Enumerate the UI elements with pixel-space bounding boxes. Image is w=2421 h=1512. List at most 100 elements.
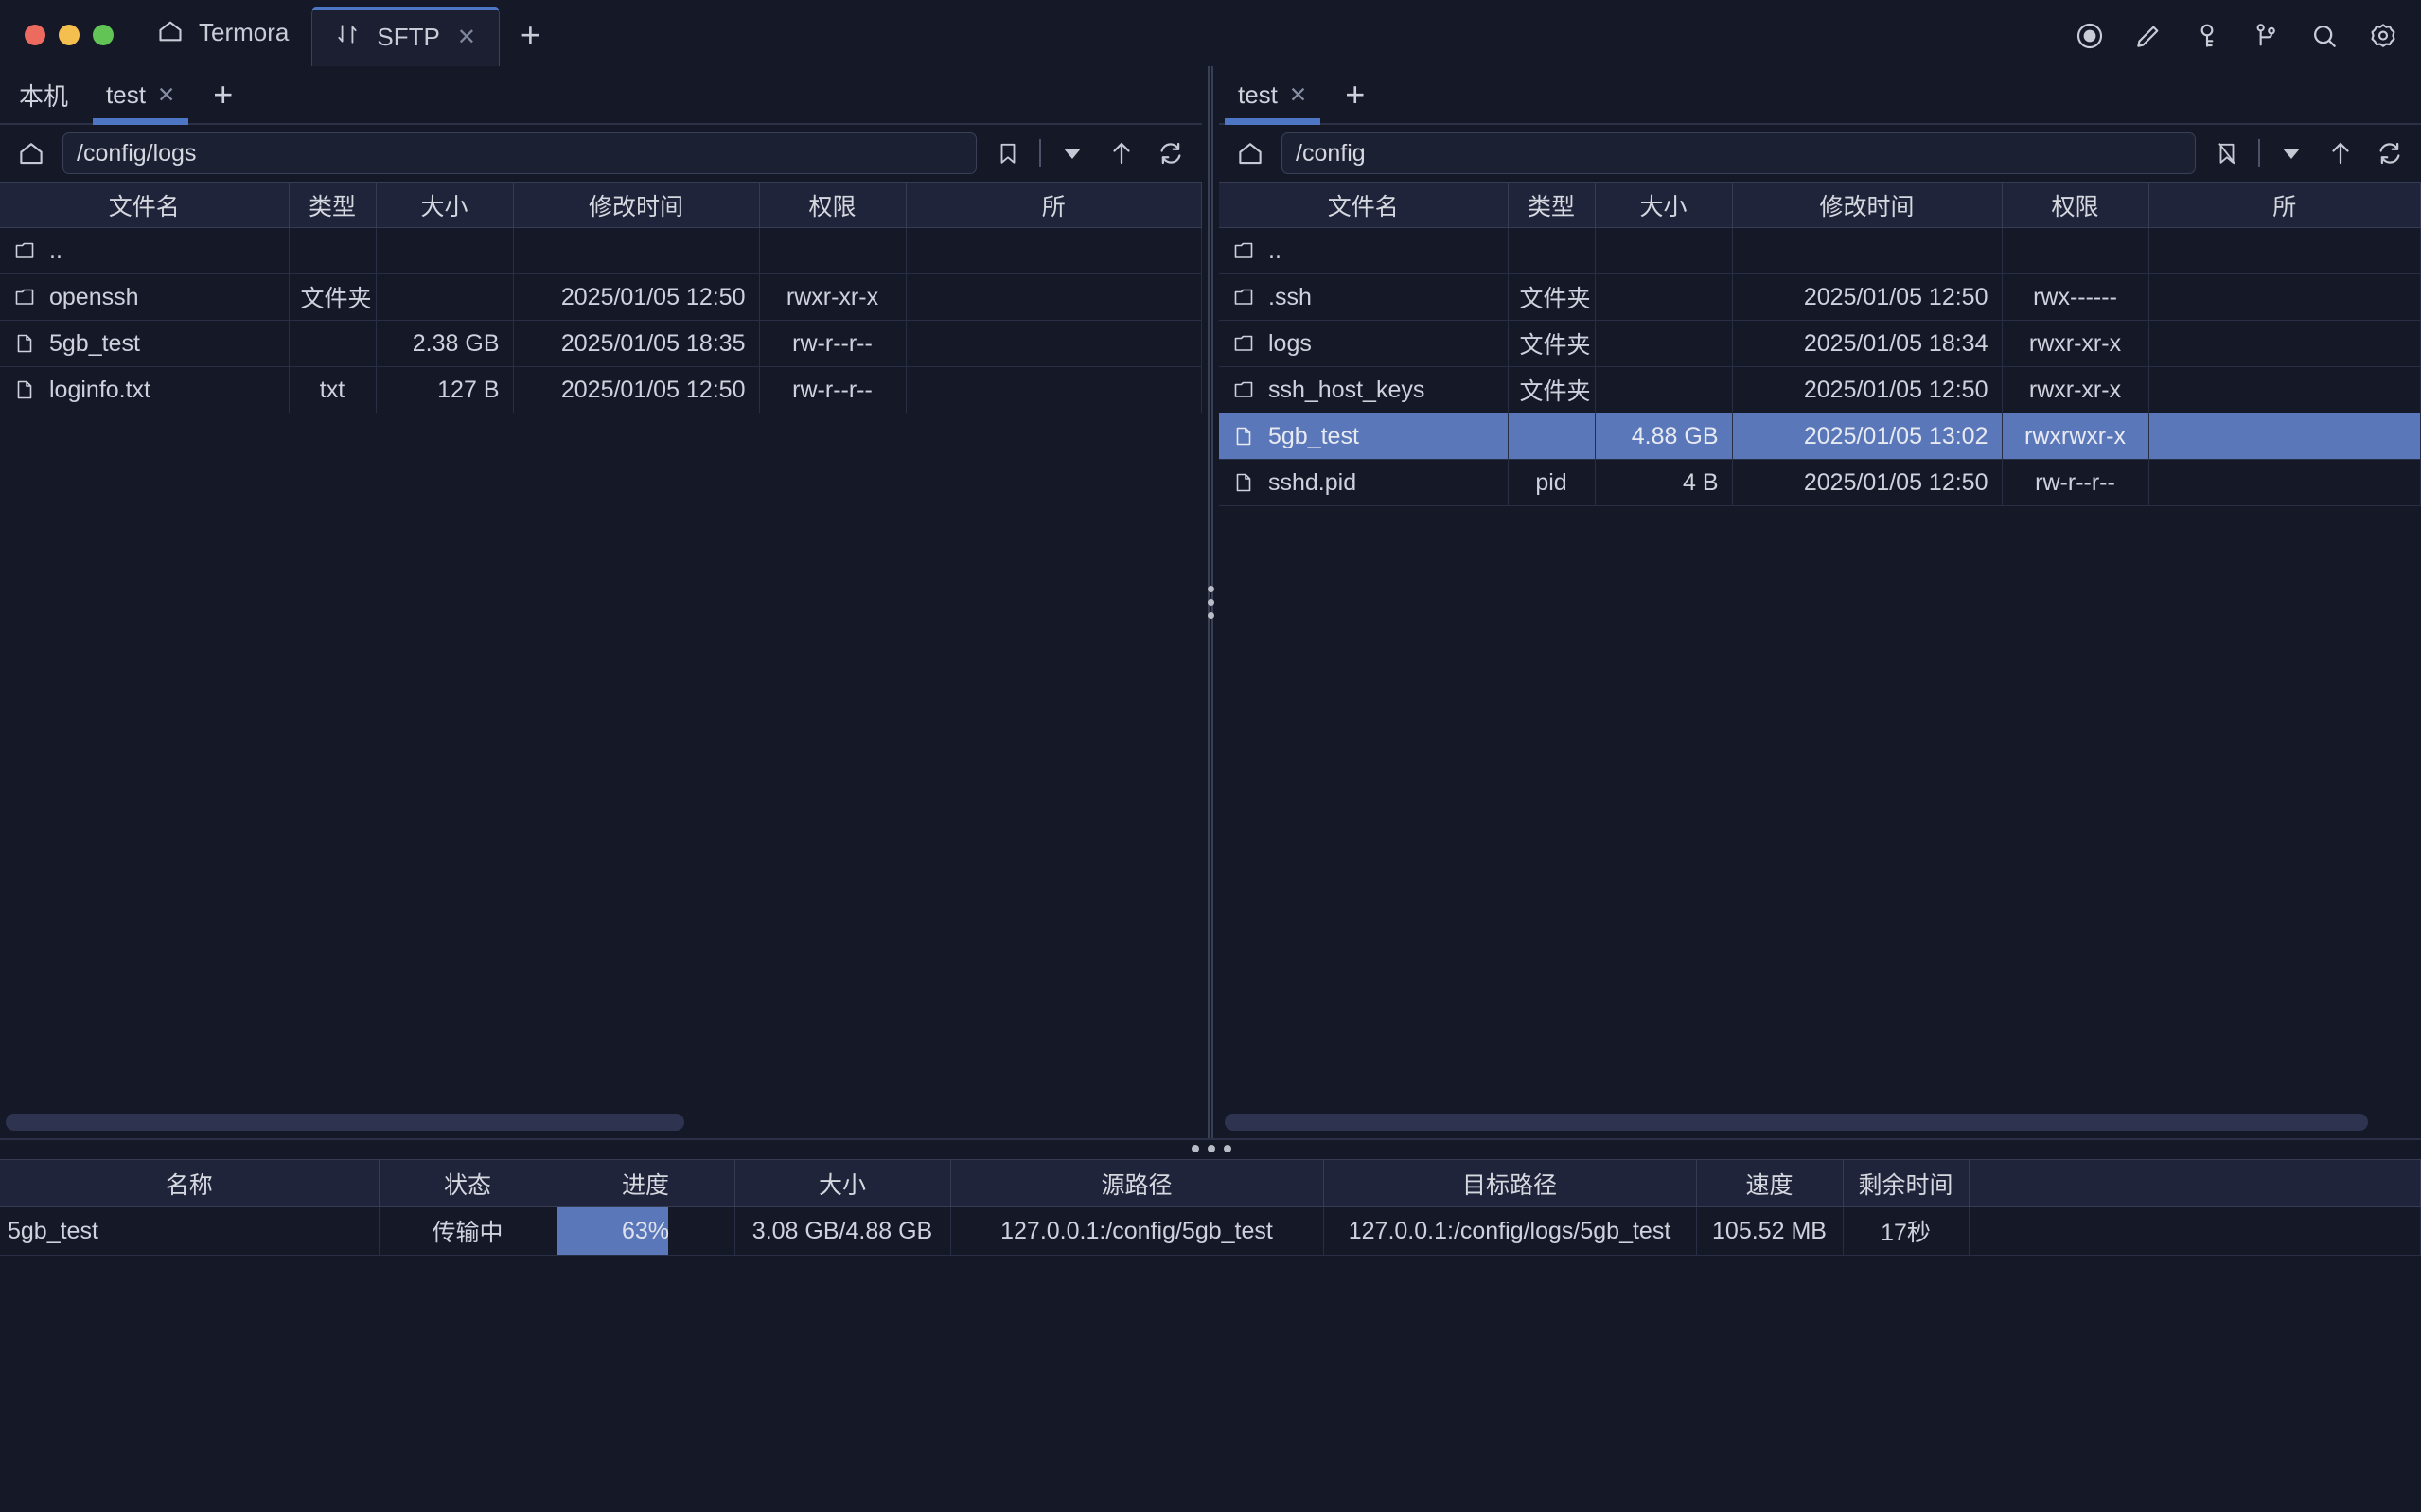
column-header-permissions[interactable]: 权限 [759, 182, 907, 228]
cell-filename[interactable]: .ssh [1219, 273, 1509, 321]
right-table-header-row: 文件名 类型 大小 修改时间 权限 所 [1219, 182, 2421, 228]
cell-filename[interactable]: .. [0, 227, 290, 274]
cell-filename[interactable]: ssh_host_keys [1219, 366, 1509, 413]
filename-label: 5gb_test [1268, 422, 1359, 449]
cell-owner [2148, 413, 2421, 460]
cell-modified [1732, 227, 2003, 274]
table-row[interactable]: .. [1219, 227, 2421, 274]
bookmark-off-icon[interactable] [2209, 135, 2245, 171]
left-hscrollbar[interactable] [0, 1114, 1202, 1131]
column-header-type[interactable]: 类型 [1508, 182, 1596, 228]
splitter-grip-dots[interactable] [1192, 1145, 1231, 1152]
new-app-tab-button[interactable]: + [520, 15, 540, 54]
column-header-modified[interactable]: 修改时间 [513, 182, 760, 228]
maximize-window-button[interactable] [93, 25, 114, 45]
chevron-down-icon[interactable] [2273, 135, 2309, 171]
folder-icon [1234, 381, 1253, 397]
scrollbar-track[interactable] [1225, 1114, 2415, 1131]
refresh-icon[interactable] [1153, 135, 1189, 171]
column-header-filename[interactable]: 文件名 [1219, 182, 1509, 228]
refresh-icon[interactable] [2372, 135, 2408, 171]
table-row[interactable]: loginfo.txt txt 127 B 2025/01/05 12:50 rw-r-… [0, 366, 1202, 413]
minimize-window-button[interactable] [59, 25, 80, 45]
table-row[interactable]: .. [0, 227, 1202, 274]
file-icon [1236, 427, 1251, 446]
column-header-progress[interactable]: 进度 [557, 1159, 735, 1207]
bookmark-icon[interactable] [990, 135, 1026, 171]
splitter-grip-dots[interactable] [1207, 586, 1214, 619]
column-header-type[interactable]: 类型 [289, 182, 377, 228]
transfer-row[interactable]: 5gb_test 传输中 63% 3.08 GB/4.88 GB 127.0.0.1:/… [0, 1206, 2421, 1256]
cell-filename[interactable]: 5gb_test [1219, 413, 1509, 460]
app-tab-label: SFTP [377, 22, 440, 51]
up-arrow-icon[interactable] [1104, 135, 1140, 171]
column-header-size[interactable]: 大小 [376, 182, 514, 228]
up-arrow-icon[interactable] [2323, 135, 2359, 171]
column-header-remaining-time[interactable]: 剩余时间 [1843, 1159, 1970, 1207]
column-header-target-path[interactable]: 目标路径 [1323, 1159, 1697, 1207]
column-header-name[interactable]: 名称 [0, 1159, 380, 1207]
cell-filename[interactable]: logs [1219, 320, 1509, 367]
left-add-tab-button[interactable]: + [213, 75, 234, 114]
folder-icon [1234, 242, 1253, 258]
pencil-icon[interactable] [2133, 21, 2164, 51]
right-hscrollbar[interactable] [1219, 1114, 2421, 1131]
cell-filename[interactable]: .. [1219, 227, 1509, 274]
table-row[interactable]: openssh 文件夹 2025/01/05 12:50 rwxr-xr-x [0, 273, 1202, 321]
file-icon [17, 334, 32, 353]
table-row[interactable]: 5gb_test 4.88 GB 2025/01/05 13:02 rwxrwxr-x [1219, 413, 2421, 460]
record-icon[interactable] [2075, 21, 2105, 51]
search-icon[interactable] [2309, 21, 2340, 51]
right-add-tab-button[interactable]: + [1345, 75, 1366, 114]
cell-filename[interactable]: sshd.pid [1219, 459, 1509, 506]
cell-remaining: 17秒 [1843, 1206, 1970, 1256]
cell-filename[interactable]: loginfo.txt [0, 366, 290, 413]
right-path-input[interactable] [1281, 132, 2196, 174]
git-branch-icon[interactable] [2251, 21, 2281, 51]
column-header-size[interactable]: 大小 [734, 1159, 951, 1207]
dual-file-browser: 本机 test ✕ + [0, 66, 2421, 1138]
column-header-owner[interactable]: 所 [906, 182, 1202, 228]
table-row[interactable]: .ssh 文件夹 2025/01/05 12:50 rwx------ [1219, 273, 2421, 321]
close-icon[interactable]: ✕ [156, 81, 176, 107]
left-tab-test[interactable]: test ✕ [87, 66, 194, 125]
table-row[interactable]: 5gb_test 2.38 GB 2025/01/05 18:35 rw-r--r-- [0, 320, 1202, 367]
pane-splitter-vertical[interactable] [1202, 66, 1219, 1138]
cell-permissions: rwxr-xr-x [2002, 320, 2149, 367]
column-header-filename[interactable]: 文件名 [0, 182, 290, 228]
cell-filename[interactable]: openssh [0, 273, 290, 321]
cell-type: pid [1508, 459, 1596, 506]
app-tab-termora[interactable]: Termora [134, 7, 311, 66]
left-path-input[interactable] [62, 132, 977, 174]
close-icon[interactable]: ✕ [1288, 81, 1308, 107]
cell-filename[interactable]: 5gb_test [0, 320, 290, 367]
cell-size [1595, 227, 1733, 274]
table-row[interactable]: ssh_host_keys 文件夹 2025/01/05 12:50 rwxr-xr-… [1219, 366, 2421, 413]
column-header-source-path[interactable]: 源路径 [950, 1159, 1324, 1207]
chevron-down-icon[interactable] [1054, 135, 1090, 171]
cell-permissions: rw-r--r-- [759, 366, 907, 413]
home-icon[interactable] [13, 135, 49, 171]
home-icon[interactable] [1232, 135, 1268, 171]
table-row[interactable]: sshd.pid pid 4 B 2025/01/05 12:50 rw-r--r-- [1219, 459, 2421, 506]
column-header-speed[interactable]: 速度 [1696, 1159, 1844, 1207]
column-header-modified[interactable]: 修改时间 [1732, 182, 2003, 228]
close-window-button[interactable] [25, 25, 45, 45]
scrollbar-thumb[interactable] [6, 1114, 685, 1131]
folder-icon [15, 289, 34, 305]
right-tab-test[interactable]: test ✕ [1219, 66, 1326, 125]
column-header-owner[interactable]: 所 [2148, 182, 2421, 228]
app-tab-sftp[interactable]: SFTP ✕ [311, 7, 500, 66]
column-header-size[interactable]: 大小 [1595, 182, 1733, 228]
table-row[interactable]: logs 文件夹 2025/01/05 18:34 rwxr-xr-x [1219, 320, 2421, 367]
scrollbar-thumb[interactable] [1225, 1114, 2368, 1131]
close-icon[interactable]: ✕ [456, 24, 476, 50]
column-header-permissions[interactable]: 权限 [2002, 182, 2149, 228]
left-tab-local[interactable]: 本机 [0, 66, 87, 123]
transfer-panel-splitter[interactable] [0, 1138, 2421, 1159]
gear-icon[interactable] [2368, 21, 2398, 51]
filename-label: logs [1268, 329, 1312, 357]
key-icon[interactable] [2192, 21, 2222, 51]
column-header-status[interactable]: 状态 [379, 1159, 557, 1207]
scrollbar-track[interactable] [6, 1114, 1196, 1131]
